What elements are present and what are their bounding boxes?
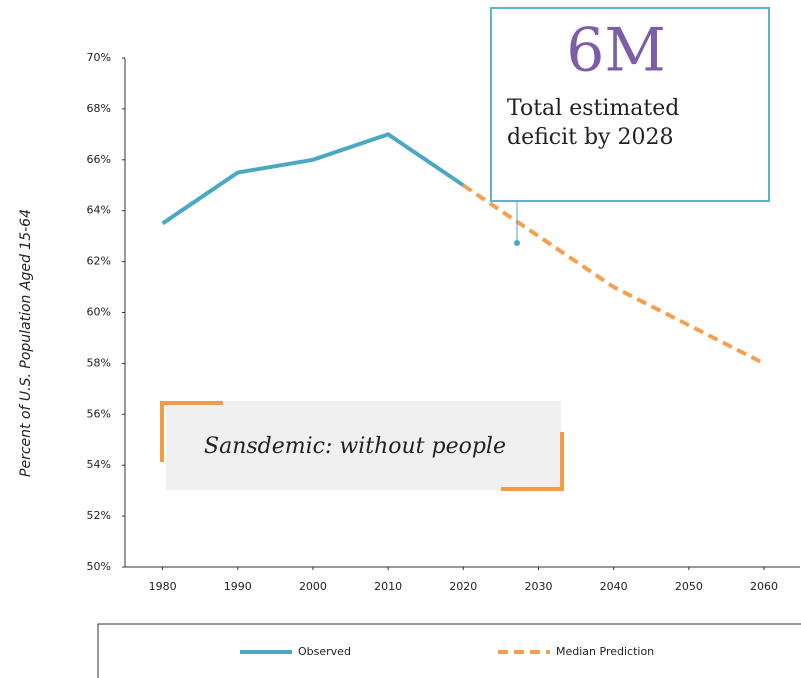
y-tick-label: 70% (87, 51, 111, 64)
banner-box (166, 401, 561, 490)
plot: 50% 52% 54% 56% 58% 60% 62% 64% 66% 68% 70% 1980 199… (87, 51, 778, 593)
banner-text: Sansdemic: without people (204, 434, 506, 459)
callout-dot (514, 240, 520, 246)
y-tick-label: 50% (87, 560, 111, 573)
legend: Observed Median Prediction (240, 645, 654, 658)
y-tick-label: 64% (87, 204, 111, 217)
x-tick-label: 2020 (449, 580, 477, 593)
series-line (161, 132, 465, 226)
series-line (462, 183, 765, 366)
legend-box (97, 623, 801, 678)
bracket (501, 432, 564, 491)
x-tick-label: 1980 (149, 580, 177, 593)
x-tick-label: 2040 (600, 580, 628, 593)
x-tick-label: 2010 (374, 580, 402, 593)
y-tick-label: 56% (87, 407, 111, 420)
y-tick-label: 62% (87, 255, 111, 268)
x-tick-label: 1990 (224, 580, 252, 593)
y-axis-label: Percent of U.S. Population Aged 15-64 (18, 209, 34, 477)
x-tick-label: 2000 (299, 580, 327, 593)
y-tick-label: 68% (87, 102, 111, 115)
callout-box (490, 7, 770, 202)
x-tick-label: 2060 (750, 580, 778, 593)
x-tick-label: 2050 (675, 580, 703, 593)
y-tick-label: 54% (87, 458, 111, 471)
y-tick-label: 66% (87, 153, 111, 166)
bracket (160, 401, 223, 462)
y-tick-label: 52% (87, 509, 111, 522)
y-tick-label: 58% (87, 356, 111, 369)
legend-label: Observed (298, 645, 351, 658)
callout-headline: 6M (566, 16, 666, 86)
x-tick-label: 2030 (524, 580, 552, 593)
callout-line: deficit by 2028 (507, 125, 673, 150)
callout-line: Total estimated (507, 96, 679, 121)
y-tick-label: 60% (87, 306, 111, 319)
legend-label: Median Prediction (556, 645, 654, 658)
